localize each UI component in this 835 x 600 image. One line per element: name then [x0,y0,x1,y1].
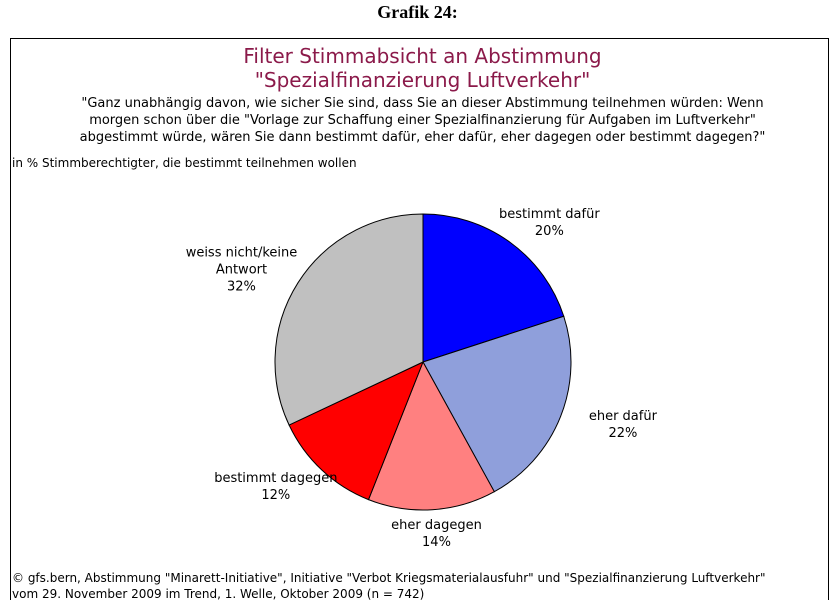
pie-slice [274,213,424,426]
chart-title: Filter Stimmabsicht an Abstimmung [243,44,602,68]
category-label: weiss nicht/keine Antwort [185,245,298,278]
footer: © gfs.bern, Abstimmung "Minarett-Initiat… [12,571,766,585]
pie-slice [288,361,424,501]
slice-label: eher dagegen 14% [361,517,511,551]
category-label: eher dagegen [391,517,482,533]
pie-slice [367,360,495,511]
value-label: 14% [422,534,451,550]
question: "Ganz unabhängig davon, wie sicher Sie s… [81,96,764,111]
question: morgen schon über die "Vorlage zur Schaf… [89,113,756,128]
value-label: 32% [227,279,256,295]
category-label: bestimmt dafür [499,206,600,222]
category-label: eher dafür [588,409,657,425]
value-label: 22% [608,426,638,442]
value-label: 20% [534,223,564,239]
slice-label: bestimmt dafür 20% [474,206,624,240]
slice-label: weiss nicht/keine Antwort 32% [166,244,316,295]
frame [10,38,829,600]
footer: vom 29. November 2009 im Trend, 1. Welle… [12,587,425,600]
pie-slice [422,315,572,493]
pie-slice [422,213,565,363]
slice-label: bestimmt dagegen 12% [201,470,351,504]
subtitle: in % Stimmberechtigter, die bestimmt tei… [12,156,357,170]
category-label: bestimmt dagegen [214,471,338,487]
question: abgestimmt würde, wären Sie dann bestimm… [79,130,766,145]
heading: Grafik 24: [377,2,458,22]
chart-title: "Spezialfinanzierung Luftverkehr" [254,68,591,92]
slice-label: eher dafür 22% [548,408,698,442]
value-label: 12% [261,488,291,504]
